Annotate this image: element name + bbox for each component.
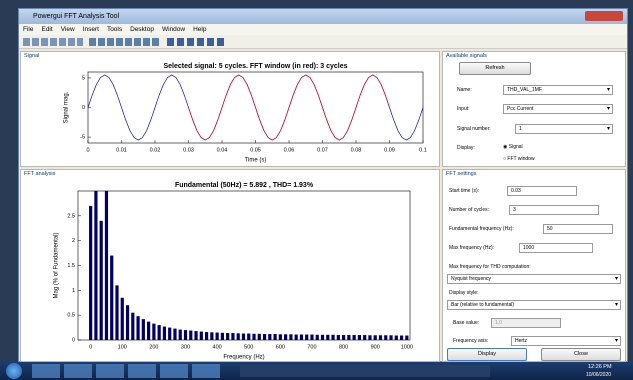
value: 1.0 <box>495 320 502 326</box>
window: Powergui FFT Analysis Tool File Edit View I… <box>18 8 628 362</box>
clock-time: 12:26 PM <box>588 364 612 370</box>
menu-item[interactable]: Edit <box>41 26 53 33</box>
value: THD_VAL_1MF <box>507 87 542 93</box>
window-title: Powergui FFT Analysis Tool <box>33 13 120 20</box>
window-buttons[interactable] <box>585 11 623 21</box>
close-button[interactable]: Close <box>541 348 621 361</box>
value: 1 <box>519 126 522 132</box>
taskbar: 12:26 PM 10/06/2020 <box>0 362 633 380</box>
value: 3 <box>513 207 516 213</box>
label: Display style: <box>449 290 479 296</box>
dropdown[interactable]: Hertz <box>511 336 621 346</box>
label: Display: <box>457 145 475 151</box>
value: 0.03 <box>511 188 521 194</box>
toolbar <box>19 35 627 49</box>
value: 1000 <box>523 245 535 251</box>
toolbar-icons[interactable] <box>23 38 83 46</box>
input[interactable]: 1000 <box>519 243 593 253</box>
panel-label: FFT settings <box>446 171 477 177</box>
menu-item[interactable]: File <box>23 26 34 33</box>
taskbar-window[interactable] <box>240 365 490 377</box>
toolbar-icons[interactable] <box>167 38 227 46</box>
option: FFT window <box>507 156 535 162</box>
panel-label: Available signals <box>446 53 487 59</box>
label: Fundamental frequency (Hz): <box>449 226 514 232</box>
radio-signal[interactable]: ◉ Signal <box>503 144 523 150</box>
panel-label: Signal <box>24 53 40 59</box>
fft-settings-panel: FFT settings Start time (s): 0.03 Number… <box>442 169 626 362</box>
label: Base value: <box>453 320 480 326</box>
dropdown[interactable]: Pcc Current <box>503 104 613 114</box>
dropdown[interactable]: 1 <box>515 124 613 134</box>
value: 50 <box>547 226 553 232</box>
taskbar-apps[interactable] <box>32 364 222 378</box>
input: 1.0 <box>491 318 561 328</box>
menu-item[interactable]: Insert <box>82 26 99 33</box>
menu-bar: File Edit View Insert Tools Desktop Window Help <box>19 24 627 35</box>
input[interactable]: 0.03 <box>507 186 577 196</box>
dropdown[interactable]: Nyquist frequency <box>447 274 621 284</box>
menu-item[interactable]: Tools <box>106 26 123 33</box>
menu-item[interactable]: Desktop <box>130 26 154 33</box>
menu-item[interactable]: Help <box>193 26 207 33</box>
dropdown[interactable]: THD_VAL_1MF <box>503 85 613 95</box>
label: Max frequency (Hz): <box>449 245 495 251</box>
option: Signal <box>508 144 523 150</box>
dropdown[interactable]: Bar (relative to fundamental) <box>447 300 621 310</box>
display-button[interactable]: Display <box>447 348 527 361</box>
toolbar-icons[interactable] <box>89 38 159 46</box>
label: Input: <box>457 106 470 112</box>
menu-item[interactable]: Window <box>161 26 186 33</box>
label: Number of cycles: <box>449 207 490 213</box>
fft-panel: FFT analysis <box>20 169 440 362</box>
panel-label: FFT analysis <box>24 171 56 177</box>
title-bar: Powergui FFT Analysis Tool <box>19 9 627 24</box>
value: Pcc Current <box>507 106 534 112</box>
clock-date: 10/06/2020 <box>586 372 612 378</box>
label: Name: <box>457 87 472 93</box>
menu-item[interactable]: View <box>60 26 75 33</box>
start-button[interactable] <box>6 363 22 379</box>
value: Bar (relative to fundamental) <box>451 302 515 308</box>
input[interactable]: 3 <box>509 205 599 215</box>
label: Frequency axis: <box>453 338 489 344</box>
value: Hertz <box>515 338 527 344</box>
available-signals-panel: Available signals Refresh Name: THD_VAL_… <box>442 51 626 167</box>
value: Nyquist frequency <box>451 276 492 282</box>
label: Max frequency for THD computation: <box>449 264 531 270</box>
radio-fft-window[interactable]: ○ FFT window <box>503 156 535 162</box>
refresh-button[interactable]: Refresh <box>459 62 531 75</box>
label: Signal number: <box>457 126 491 132</box>
input[interactable]: 50 <box>543 224 613 234</box>
label: Start time (s): <box>449 188 480 194</box>
signal-panel: Signal <box>20 51 440 167</box>
